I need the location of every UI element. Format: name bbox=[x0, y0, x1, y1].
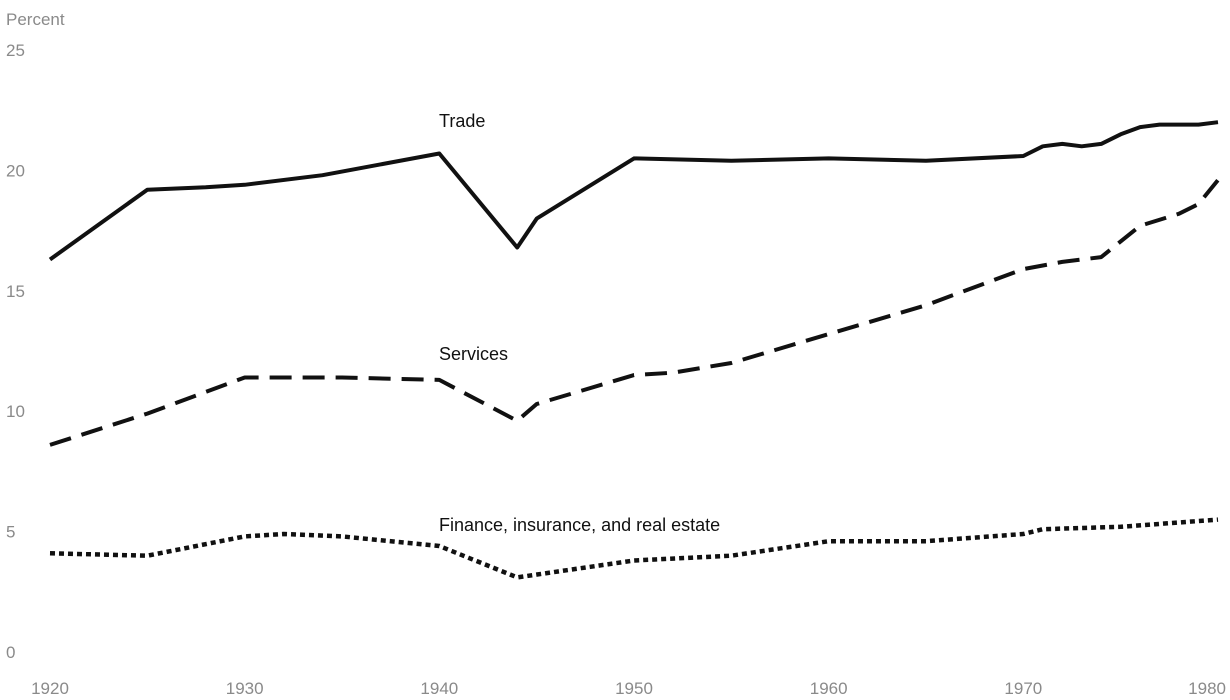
series-line-finance-insurance-and-real-estate bbox=[49, 517, 1219, 580]
y-tick-label-10: 10 bbox=[6, 402, 25, 421]
y-tick-label-20: 20 bbox=[6, 161, 25, 180]
x-tick-label-1940: 1940 bbox=[420, 679, 458, 698]
series-label-trade: Trade bbox=[439, 111, 485, 131]
x-tick-label-1970: 1970 bbox=[1004, 679, 1042, 698]
series-line-trade bbox=[48, 120, 1219, 262]
x-tick-label-1920: 1920 bbox=[31, 679, 69, 698]
y-tick-label-0: 0 bbox=[6, 643, 15, 662]
series-label-services: Services bbox=[439, 344, 508, 364]
x-tick-label-1980: 1980 bbox=[1188, 679, 1226, 698]
y-tick-label-25: 25 bbox=[6, 41, 25, 60]
series-label-finance-insurance-and-real-estate: Finance, insurance, and real estate bbox=[439, 515, 720, 535]
y-axis-ticks: 0 5 10 15 20 25 bbox=[6, 41, 25, 662]
y-axis-title: Percent bbox=[6, 10, 65, 29]
series-line-services bbox=[49, 178, 1220, 447]
series-labels: Trade Services Finance, insurance, and rea… bbox=[439, 111, 720, 535]
x-tick-label-1960: 1960 bbox=[810, 679, 848, 698]
x-tick-label-1950: 1950 bbox=[615, 679, 653, 698]
series-layer bbox=[48, 120, 1220, 580]
y-tick-label-15: 15 bbox=[6, 282, 25, 301]
y-tick-label-5: 5 bbox=[6, 523, 15, 542]
x-tick-label-1930: 1930 bbox=[226, 679, 264, 698]
x-axis-ticks: 1920 1930 1940 1950 1960 1970 1980 bbox=[31, 679, 1226, 698]
